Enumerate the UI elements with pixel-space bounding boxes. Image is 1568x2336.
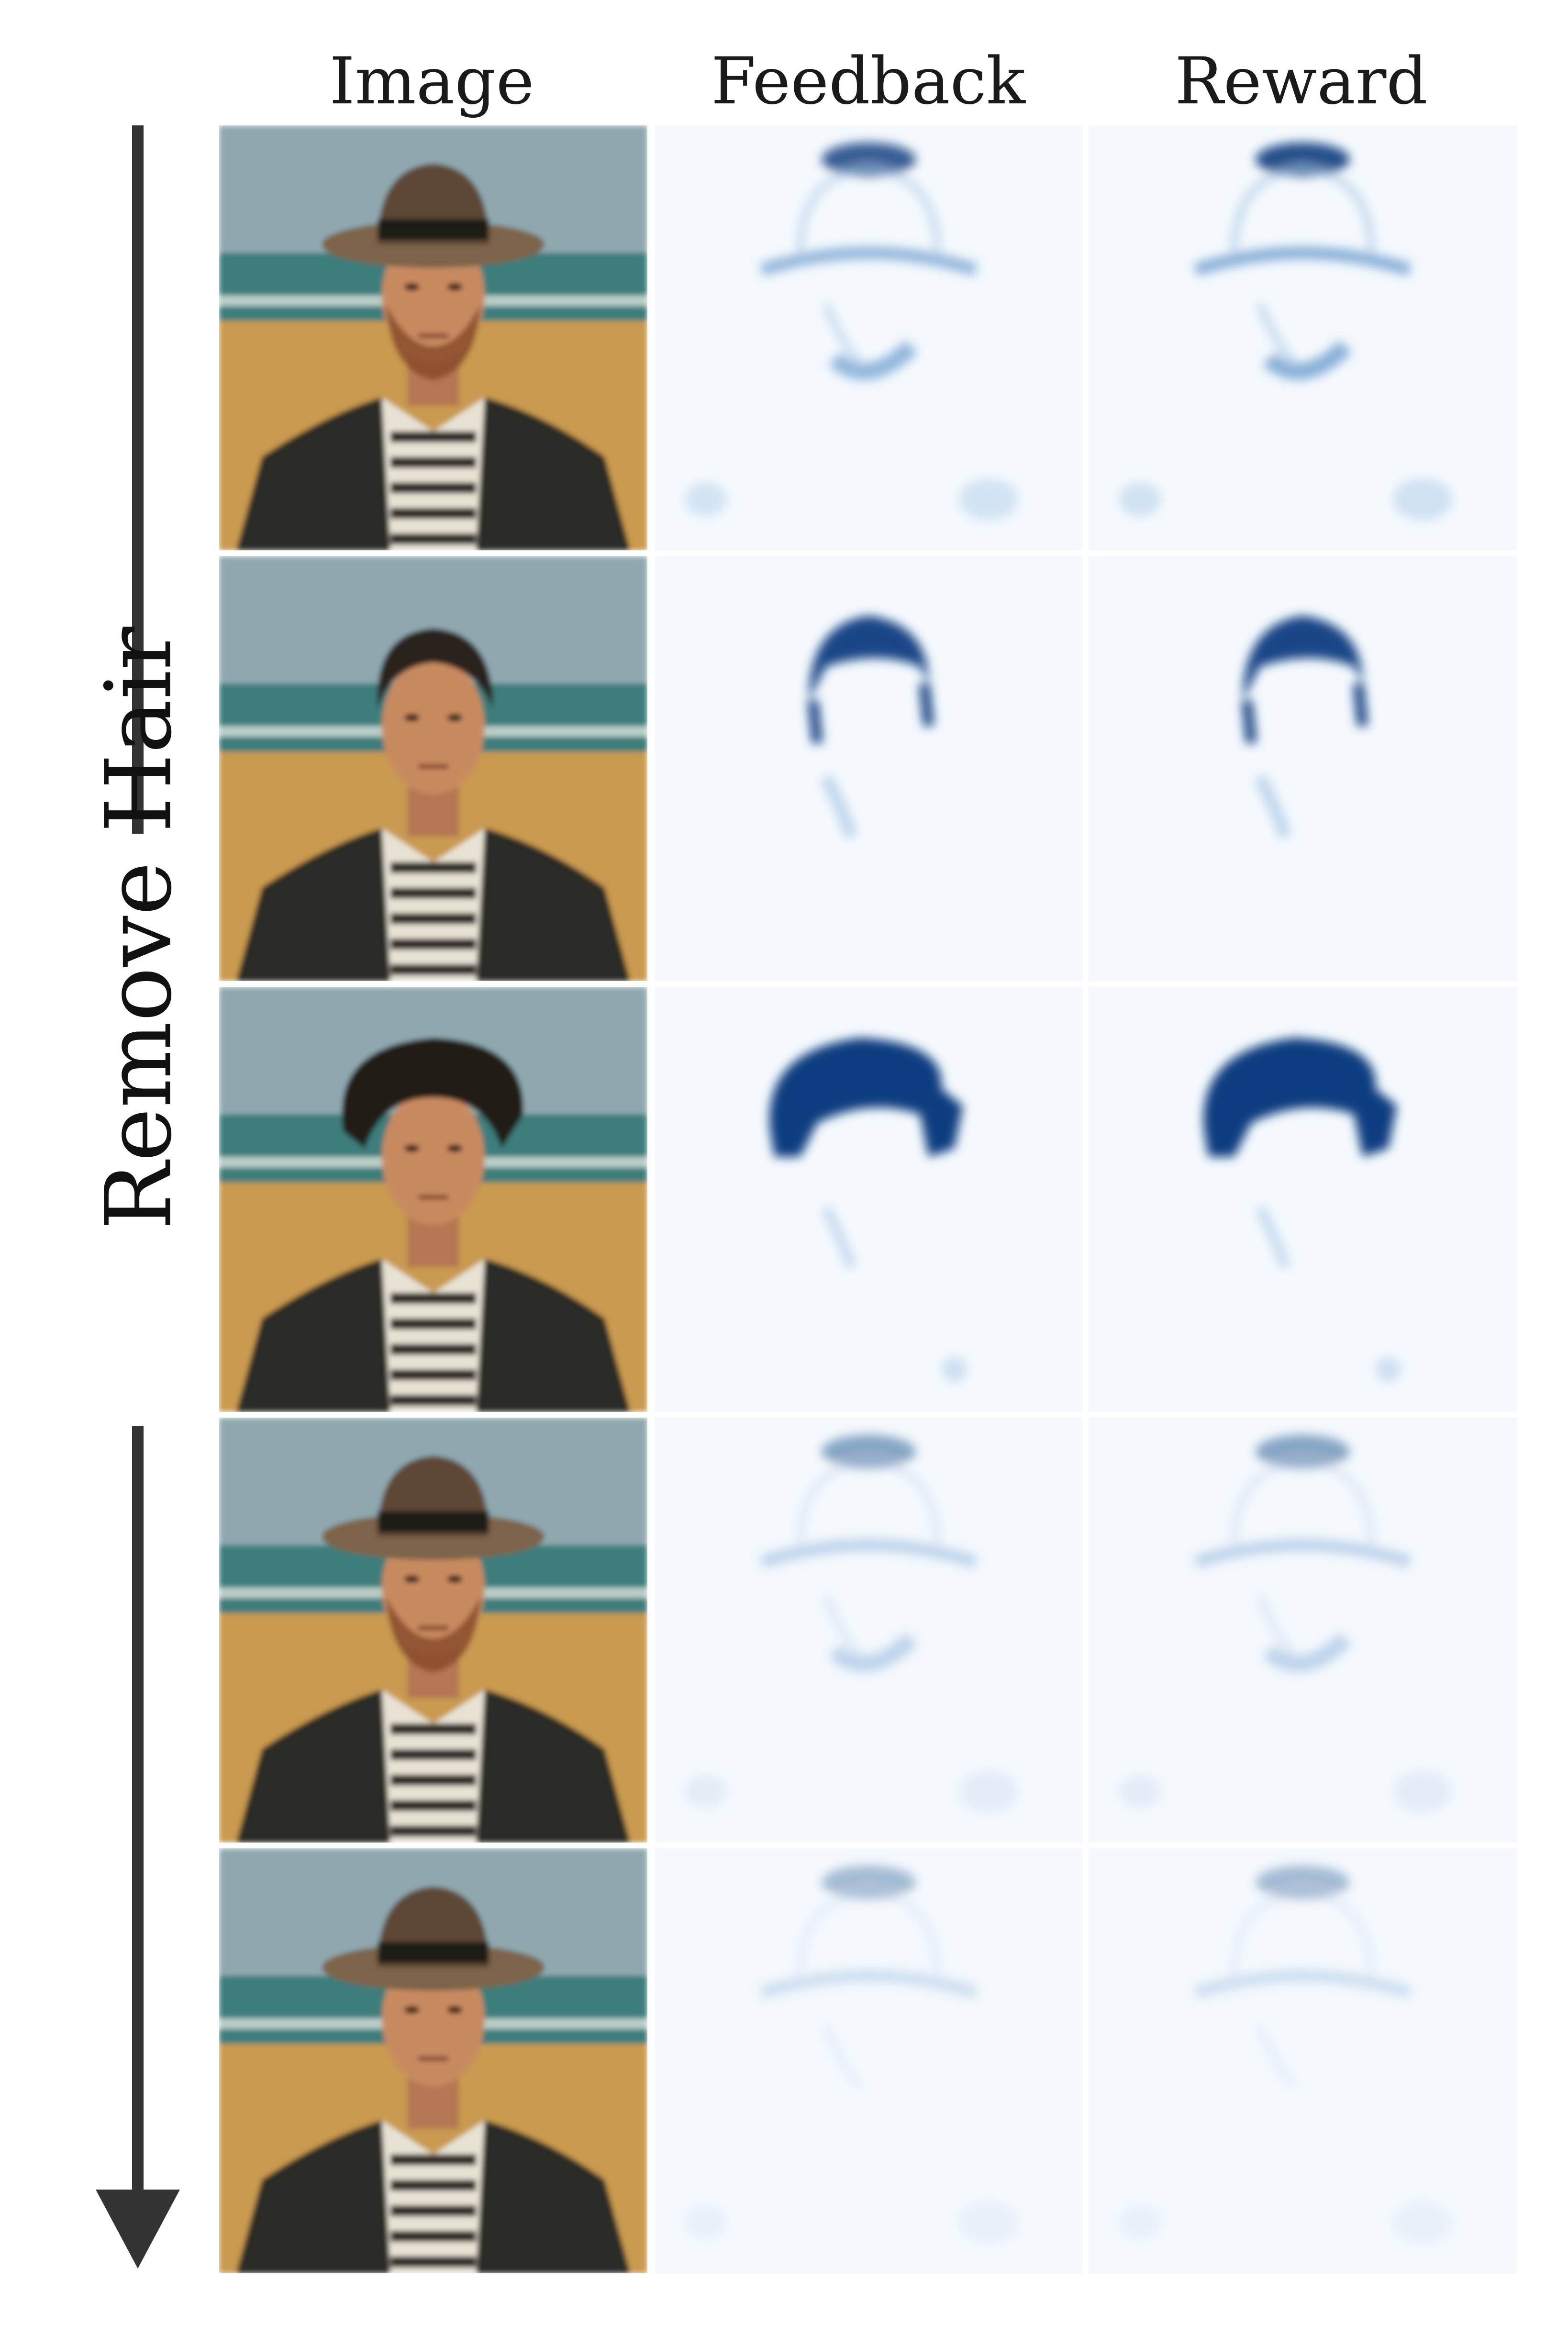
- image-tile-row-2: [219, 556, 647, 981]
- reward-heatmap-5: [1089, 1848, 1517, 2273]
- portrait-image-3: [219, 987, 647, 1412]
- image-tile-row-4: [219, 1418, 647, 1843]
- reward-tile-row-1: [1089, 125, 1517, 550]
- feedback-tile-row-4: [655, 1418, 1083, 1843]
- reward-tile-row-5: [1089, 1848, 1517, 2273]
- reward-tile-row-2: [1089, 556, 1517, 981]
- reward-heatmap-3: [1089, 987, 1517, 1412]
- feedback-heatmap-2: [655, 556, 1083, 981]
- header-image: Image: [329, 44, 534, 119]
- image-tile-row-5: [219, 1848, 647, 2273]
- feedback-heatmap-4: [655, 1418, 1083, 1843]
- header-reward: Reward: [1175, 44, 1428, 119]
- feedback-heatmap-3: [655, 987, 1083, 1412]
- image-tile-row-1: [219, 125, 647, 550]
- reward-tile-row-3: [1089, 987, 1517, 1412]
- arrow-line-bottom: [132, 1426, 144, 2197]
- reward-tile-row-4: [1089, 1418, 1517, 1843]
- image-tile-row-3: [219, 987, 647, 1412]
- portrait-image-2: [219, 556, 647, 981]
- portrait-image-4: [219, 1418, 647, 1843]
- side-label: Remove Hair: [29, 627, 249, 1230]
- feedback-tile-row-1: [655, 125, 1083, 550]
- reward-heatmap-1: [1089, 125, 1517, 550]
- reward-heatmap-4: [1089, 1418, 1517, 1843]
- feedback-heatmap-1: [655, 125, 1083, 550]
- reward-heatmap-2: [1089, 556, 1517, 981]
- header-feedback: Feedback: [711, 44, 1025, 119]
- arrow-down-icon: [96, 2190, 180, 2269]
- side-label-text: Remove Hair: [86, 626, 192, 1230]
- feedback-tile-row-2: [655, 556, 1083, 981]
- feedback-heatmap-5: [655, 1848, 1083, 2273]
- feedback-tile-row-5: [655, 1848, 1083, 2273]
- portrait-image-5: [219, 1848, 647, 2273]
- arrow-line-top: [132, 125, 144, 834]
- portrait-image-1: [219, 125, 647, 550]
- feedback-tile-row-3: [655, 987, 1083, 1412]
